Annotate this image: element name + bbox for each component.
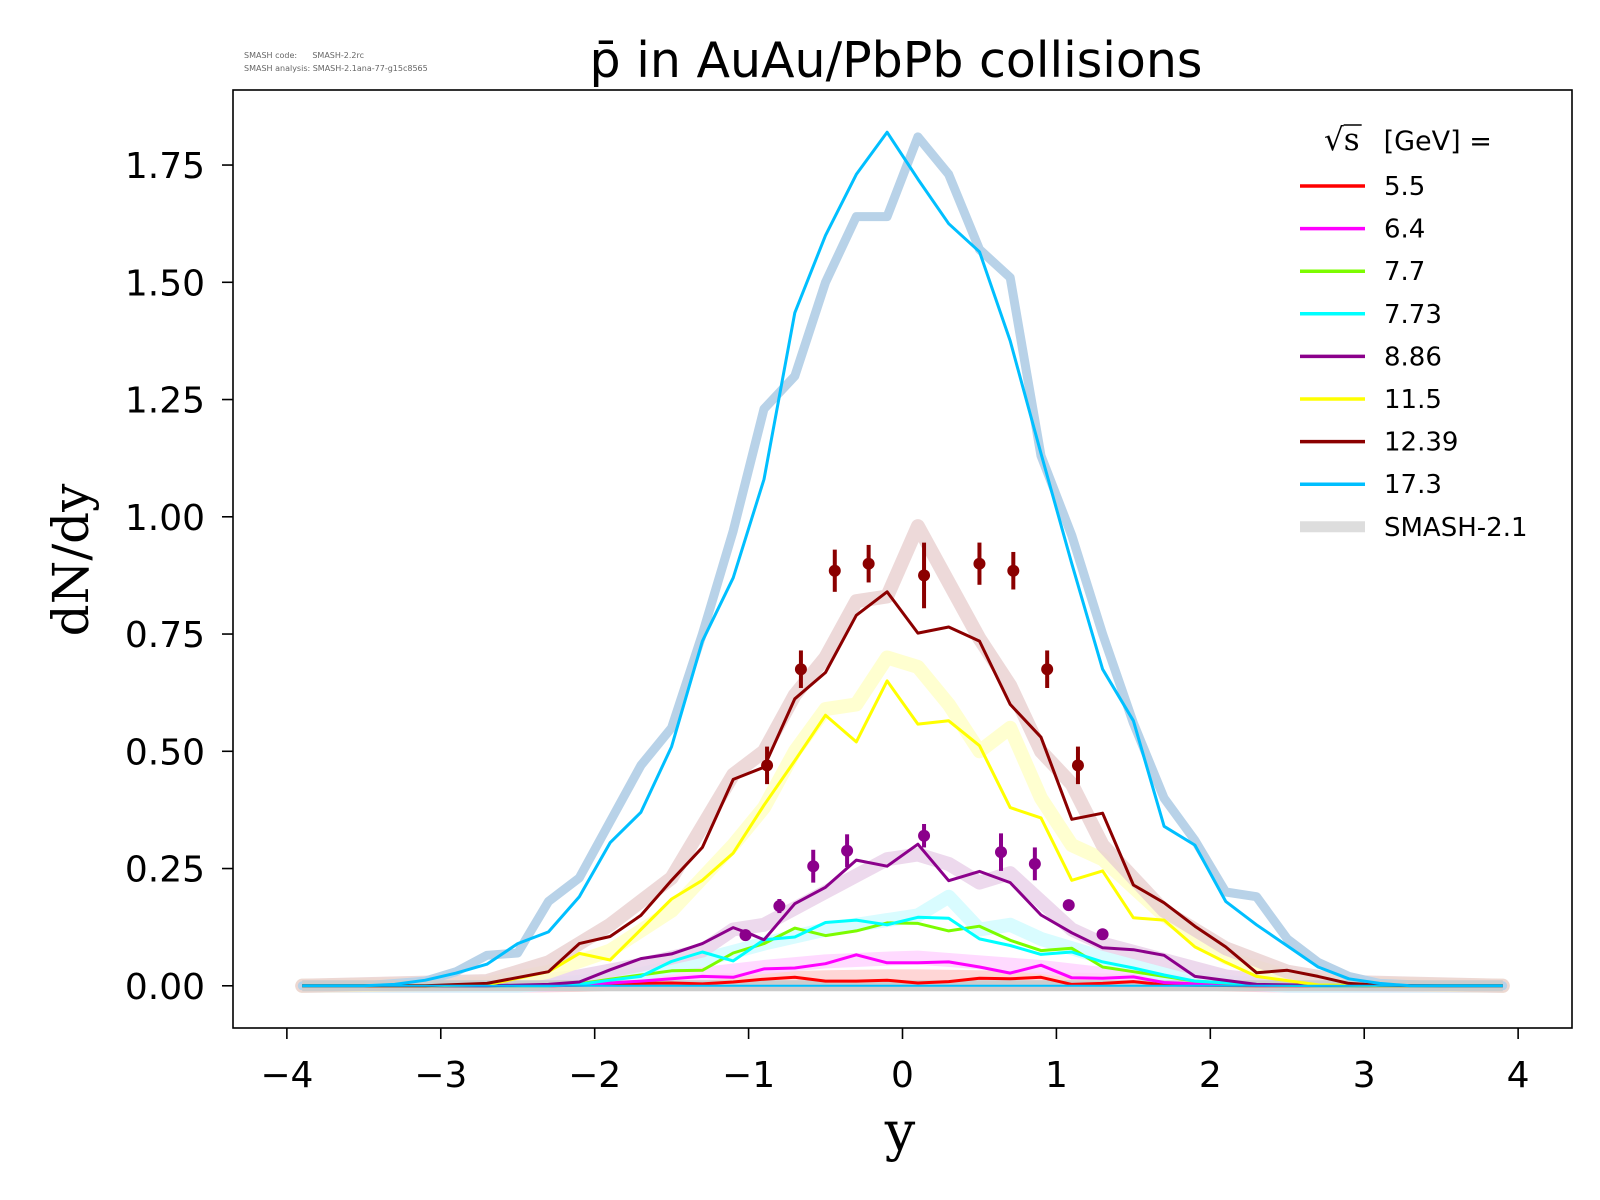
data-point-8-86 — [1096, 928, 1109, 941]
y-tick-label: 1.25 — [125, 381, 205, 422]
y-tick-label: 0.25 — [125, 850, 205, 891]
smash-analysis-version: SMASH analysis: SMASH-2.1ana-77-g15c8565 — [244, 64, 428, 73]
smash21-band-12-39 — [295, 519, 1510, 993]
data-point-12-39 — [794, 663, 807, 676]
data-point-12-39 — [1007, 564, 1020, 577]
data-point-12-39 — [973, 557, 986, 570]
x-tick-label: −4 — [260, 1055, 313, 1096]
measurement-points — [739, 542, 1109, 942]
data-point-8-86 — [1028, 857, 1041, 870]
legend-label: 5.5 — [1384, 172, 1425, 202]
series-lines — [302, 130, 1503, 988]
legend-title-sqrt: √s — [1324, 122, 1360, 158]
x-tick-label: −2 — [568, 1055, 621, 1096]
data-point-12-39 — [862, 557, 875, 570]
legend-title-unit: [GeV] = — [1375, 126, 1492, 157]
chart-title: p̄ in AuAu/PbPb collisions — [590, 32, 1203, 89]
y-tick-label: 1.75 — [125, 146, 205, 187]
y-tick-label: 0.00 — [125, 967, 205, 1008]
data-point-8-86 — [773, 900, 786, 913]
x-tick-label: −3 — [414, 1055, 467, 1096]
x-tick-label: −1 — [722, 1055, 775, 1096]
series-line-11-5 — [302, 679, 1503, 988]
legend-label: 12.39 — [1384, 428, 1458, 458]
series-line-12-39 — [302, 590, 1503, 988]
data-point-12-39 — [761, 759, 774, 772]
legend-label: 8.86 — [1384, 342, 1442, 372]
x-tick-label: 0 — [891, 1055, 914, 1096]
x-tick-label: 1 — [1045, 1055, 1068, 1096]
x-tick-label: 2 — [1199, 1055, 1222, 1096]
data-point-12-39 — [1071, 759, 1084, 772]
series-line-17-3 — [302, 130, 1503, 988]
data-point-12-39 — [1041, 663, 1054, 676]
y-tick-label: 1.50 — [125, 263, 205, 304]
legend-label: 6.4 — [1384, 215, 1425, 245]
legend-label: 17.3 — [1384, 470, 1442, 500]
data-point-12-39 — [918, 569, 931, 582]
smash-code-version: SMASH code: SMASH-2.2rc — [244, 51, 364, 60]
y-tick-label: 1.00 — [125, 498, 205, 539]
data-point-8-86 — [841, 844, 854, 857]
series-line-8-86 — [302, 842, 1503, 988]
legend-label: 7.7 — [1384, 257, 1425, 287]
legend-label: 7.73 — [1384, 300, 1442, 330]
legend-label: 11.5 — [1384, 385, 1442, 415]
smash21-band-17-3 — [297, 132, 1508, 991]
y-axis-label: dN/dy — [42, 483, 100, 637]
x-tick-label: 3 — [1353, 1055, 1376, 1096]
x-tick-label: 4 — [1507, 1055, 1530, 1096]
data-point-8-86 — [1062, 899, 1075, 912]
y-tick-label: 0.75 — [125, 615, 205, 656]
data-point-8-86 — [739, 929, 752, 942]
y-axis-ticks: 0.00 0.25 0.50 0.75 1.00 1.25 1.50 1.75 — [125, 146, 233, 1008]
legend: √s [GeV] = 5.5 6.4 7.7 7.73 8.86 11.5 12.39 17.… — [1300, 122, 1528, 543]
x-axis-ticks: −4 −3 −2 −1 0 1 2 3 4 — [260, 1028, 1530, 1096]
data-point-8-86 — [995, 846, 1008, 859]
y-tick-label: 0.50 — [125, 732, 205, 773]
data-point-12-39 — [828, 564, 841, 577]
legend-entries: 5.5 6.4 7.7 7.73 8.86 11.5 12.39 17.3 SMASH-2.1 — [1300, 172, 1528, 543]
x-axis-label: y — [884, 1100, 916, 1163]
data-point-8-86 — [807, 860, 820, 873]
legend-label: SMASH-2.1 — [1384, 513, 1528, 543]
data-point-8-86 — [918, 829, 931, 842]
series-line-7-73 — [302, 915, 1503, 988]
